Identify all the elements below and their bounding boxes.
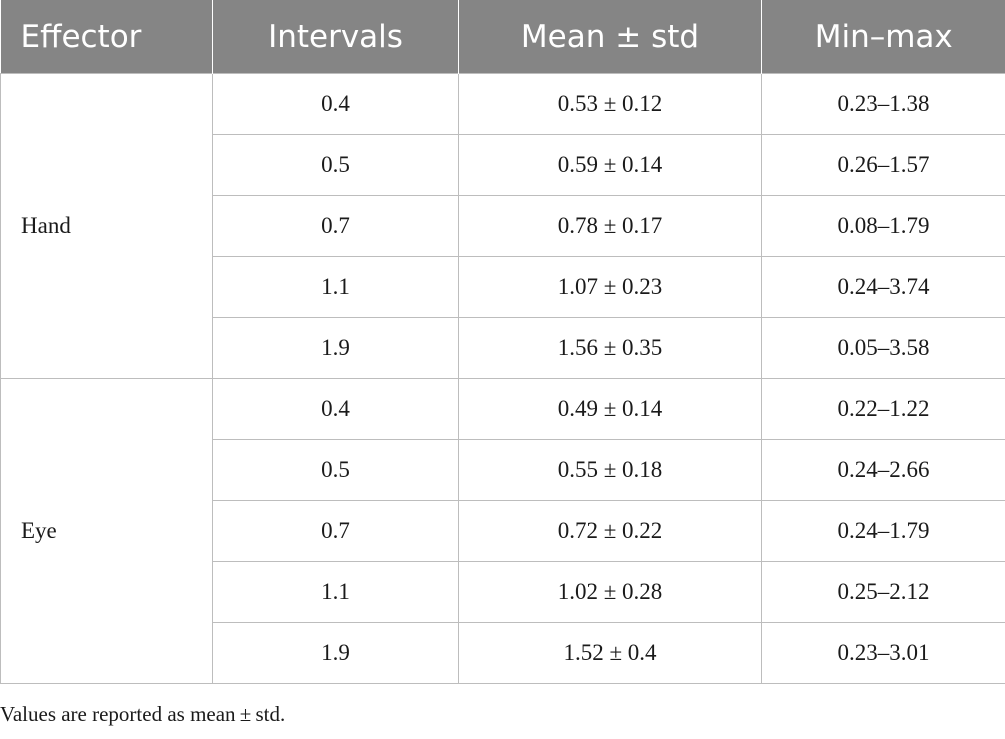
table-row: 1.9 1.56 ± 0.35 0.05–3.58 <box>1 317 1005 379</box>
min-max-cell: 0.24–2.66 <box>761 439 1005 501</box>
interval-cell: 1.1 <box>212 561 459 623</box>
min-max-cell: 0.25–2.12 <box>761 561 1005 623</box>
header-min-max: Min–max <box>761 0 1005 74</box>
table-row: Hand 0.4 0.53 ± 0.12 0.23–1.38 <box>0 73 1005 379</box>
header-row: Effector Intervals Mean ± std Min–max <box>0 0 1005 74</box>
min-max-cell: 0.23–1.38 <box>761 73 1005 135</box>
effector-cell-eye: Eye <box>0 378 213 684</box>
header-mean-std: Mean ± std <box>458 0 762 74</box>
effector-cell-hand: Hand <box>0 73 213 379</box>
interval-cell: 0.7 <box>212 195 459 257</box>
interval-cell: 1.9 <box>212 622 459 684</box>
min-max-cell: 0.08–1.79 <box>761 195 1005 257</box>
mean-std-cell: 0.53 ± 0.12 <box>458 73 762 135</box>
interval-cell: 0.4 <box>212 378 459 440</box>
mean-std-cell: 0.55 ± 0.18 <box>458 439 762 501</box>
mean-std-cell: 0.59 ± 0.14 <box>458 134 762 196</box>
mean-std-cell: 1.02 ± 0.28 <box>458 561 762 623</box>
min-max-cell: 0.24–1.79 <box>761 500 1005 562</box>
results-table: Effector Intervals Mean ± std Min–max Ha… <box>0 0 1005 684</box>
table-row: 0.5 0.55 ± 0.18 0.24–2.66 <box>1 439 1005 501</box>
interval-cell: 1.9 <box>212 317 459 379</box>
min-max-cell: 0.22–1.22 <box>761 378 1005 440</box>
mean-std-cell: 1.52 ± 0.4 <box>458 622 762 684</box>
interval-cell: 0.5 <box>212 134 459 196</box>
mean-std-cell: 1.56 ± 0.35 <box>458 317 762 379</box>
mean-std-cell: 0.72 ± 0.22 <box>458 500 762 562</box>
min-max-cell: 0.05–3.58 <box>761 317 1005 379</box>
table-row: 1.9 1.52 ± 0.4 0.23–3.01 <box>1 622 1005 684</box>
interval-cell: 0.7 <box>212 500 459 562</box>
min-max-cell: 0.23–3.01 <box>761 622 1005 684</box>
table-row: 1.1 1.02 ± 0.28 0.25–2.12 <box>1 561 1005 623</box>
interval-cell: 0.5 <box>212 439 459 501</box>
mean-std-cell: 0.49 ± 0.14 <box>458 378 762 440</box>
header-effector: Effector <box>0 0 213 74</box>
table-row: 0.7 0.72 ± 0.22 0.24–1.79 <box>1 500 1005 562</box>
min-max-cell: 0.26–1.57 <box>761 134 1005 196</box>
table-footnote: Values are reported as mean ± std. <box>0 702 286 726</box>
table-row: Eye 0.4 0.49 ± 0.14 0.22–1.22 <box>0 378 1005 684</box>
interval-cell: 0.4 <box>212 73 459 135</box>
table-row: 0.5 0.59 ± 0.14 0.26–1.57 <box>1 134 1005 196</box>
header-intervals: Intervals <box>212 0 459 74</box>
interval-cell: 1.1 <box>212 256 459 318</box>
mean-std-cell: 1.07 ± 0.23 <box>458 256 762 318</box>
min-max-cell: 0.24–3.74 <box>761 256 1005 318</box>
table-row: 1.1 1.07 ± 0.23 0.24–3.74 <box>1 256 1005 318</box>
mean-std-cell: 0.78 ± 0.17 <box>458 195 762 257</box>
